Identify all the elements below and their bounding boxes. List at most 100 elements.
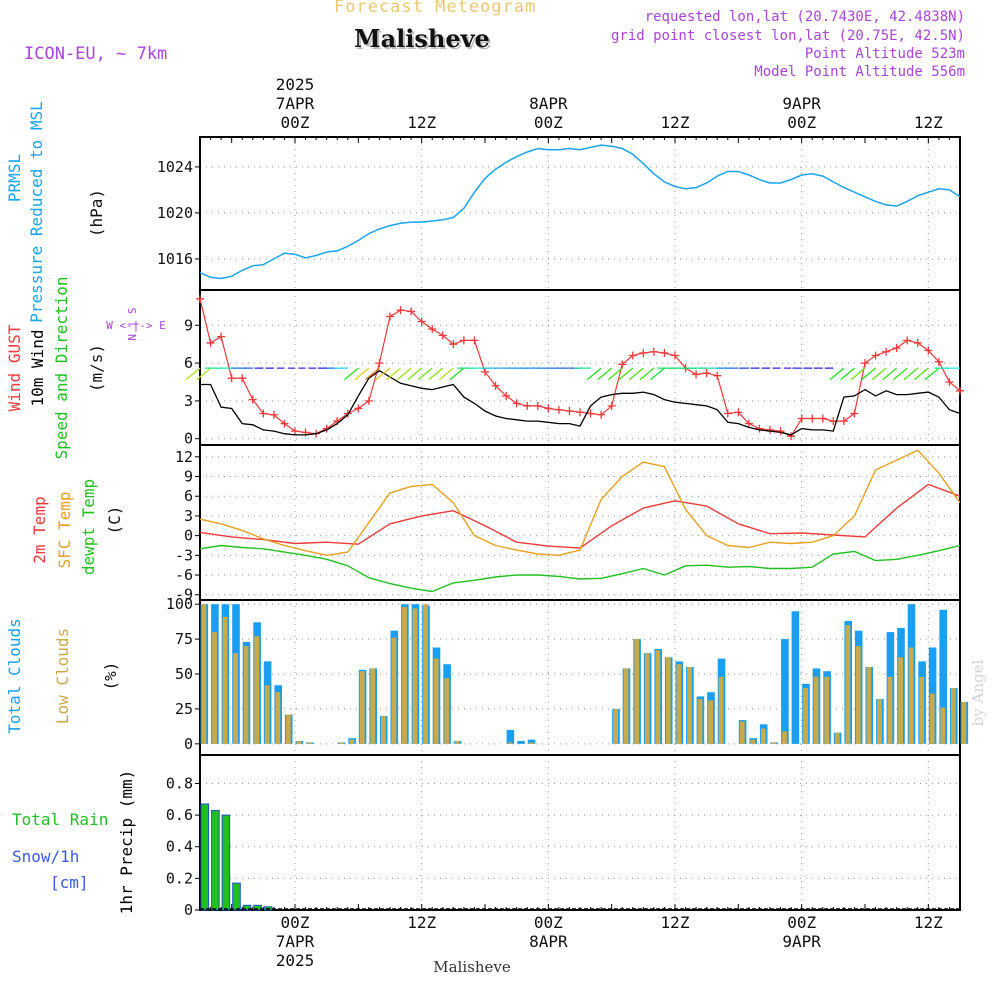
precipitation-panel: 0 0.2 0.4 0.6 0.8	[166, 754, 961, 919]
wind-gust-point	[481, 367, 489, 376]
clouds-unit-label: (%)	[101, 662, 120, 691]
wind-gust-point	[576, 408, 584, 417]
low-cloud-bar	[697, 699, 703, 744]
rain-bar	[211, 809, 220, 911]
precipitation-ytick-label: 0	[184, 901, 193, 919]
temp-sfc-line	[199, 449, 961, 556]
wind-gust-point	[417, 317, 426, 326]
wind-direction-arrow	[439, 367, 454, 381]
snow-label: Snow/1h	[12, 847, 79, 866]
meteogram-header: Forecast Meteogram Malisheve ICON-EU, ~ …	[0, 0, 1000, 88]
low-cloud-bar	[718, 676, 724, 744]
bottom-time-label: 7APR	[276, 932, 315, 951]
low-cloud-bar	[402, 607, 407, 744]
low-cloud-bar	[507, 742, 513, 744]
wind-gust-point	[766, 425, 774, 434]
wind-gust-point	[913, 338, 922, 347]
low-cloud-bar	[433, 658, 439, 744]
wind-gust-point	[692, 370, 701, 379]
low-cloud-bar	[444, 678, 450, 744]
pressure-frame	[199, 136, 961, 291]
wind-gust-point	[354, 404, 363, 413]
total-rain-label: Total Rain	[12, 810, 108, 829]
wind-gust-point	[512, 399, 521, 408]
low-cloud-bar	[665, 657, 671, 744]
low-cloud-bar	[887, 676, 893, 744]
bottom-time-label: 12Z	[914, 913, 943, 932]
wind-gust-point	[903, 336, 912, 345]
total-cloud-bar	[506, 729, 515, 744]
bottom-time-label: 12Z	[407, 913, 436, 932]
low-cloud-bar	[961, 701, 967, 744]
wind-direction-arrow	[903, 367, 919, 381]
wind-gust-point	[533, 401, 542, 410]
wind-gust-point	[702, 369, 711, 378]
wind-direction-arrow	[597, 367, 613, 381]
low-cloud-bar	[940, 707, 946, 744]
low-cloud-bar	[687, 667, 692, 744]
clouds-ytick-label: 0	[184, 735, 193, 753]
wind-compass-we: W <-|-> E	[106, 319, 166, 332]
wind-gust-point	[723, 409, 732, 418]
wind-gust-point	[586, 409, 595, 418]
wind-direction-arrow	[185, 367, 201, 381]
wind-gust-point	[449, 340, 458, 349]
wind-10m-line	[200, 369, 961, 436]
header-gridpoint-coords: grid point closest lon,lat (20.75E, 42.5…	[610, 28, 965, 44]
pressure-ytick-label: 1024	[157, 158, 193, 176]
wind-gust-point	[280, 419, 289, 428]
wind-direction-arrow	[417, 367, 433, 381]
pressure-series-line	[199, 144, 961, 280]
wind-gust-point	[945, 377, 954, 386]
wind-gust-point	[196, 294, 204, 303]
precip-label: 1hr Precip (mm)	[117, 770, 136, 915]
wind-direction-arrow	[428, 367, 444, 381]
wind-gust-point	[713, 371, 722, 380]
wind-gust-point	[565, 406, 574, 415]
wind-direction-arrow	[407, 367, 423, 381]
low-cloud-bar	[307, 742, 312, 744]
precipitation-ytick-label: 0.4	[166, 838, 193, 856]
header-point-altitude: Point Altitude 523m	[804, 46, 965, 62]
wind-gust-point	[396, 306, 405, 315]
wind-gust-point	[649, 347, 658, 356]
wind-compass-ns: N | S	[126, 307, 139, 340]
total-cloud-bar	[517, 741, 525, 744]
wind-gust-point	[871, 351, 880, 360]
wind-gust-point	[734, 408, 743, 417]
credit-watermark: by Angel	[969, 659, 987, 726]
low-cloud-bar	[212, 632, 217, 744]
temp-2m-label: 2m Temp	[30, 496, 49, 563]
low-cloud-bar	[644, 653, 650, 744]
wind-ytick-label: 6	[184, 354, 193, 372]
wind-gust-point	[892, 343, 901, 352]
snow-unit-label: [cm]	[50, 873, 89, 892]
wind-gust-point	[502, 391, 511, 400]
temperature-ytick-label: 3	[184, 507, 193, 525]
wind-direction-arrow	[354, 367, 370, 381]
wind-gust-point	[428, 325, 437, 334]
clouds-ytick-label: 75	[175, 630, 193, 648]
rain-bar	[253, 904, 262, 911]
temperature-ytick-label: 9	[184, 468, 193, 486]
wind-gust-point	[259, 409, 268, 418]
low-cloud-bar	[750, 739, 756, 744]
wind-direction-arrow	[871, 367, 887, 381]
rain-bar	[242, 904, 252, 911]
temp-dewpt-label: dewpt Temp	[79, 479, 98, 575]
low-cloud-bar	[623, 668, 629, 744]
low-cloud-bar	[760, 728, 766, 744]
precipitation-ytick-label: 0.8	[166, 774, 193, 792]
wind-gust-point	[639, 349, 648, 358]
low-cloud-bar	[233, 653, 238, 744]
top-time-label: 12Z	[914, 113, 943, 132]
clouds-ytick-label: 25	[175, 700, 193, 718]
footer-location: Malisheve	[433, 958, 511, 976]
low-cloud-bar	[370, 668, 376, 744]
wind-gust-point	[386, 312, 394, 321]
low-cloud-bar	[898, 657, 903, 744]
wind-gust-point	[238, 374, 247, 383]
bottom-time-label: 2025	[276, 951, 315, 970]
wind-direction-arrow	[829, 367, 845, 381]
